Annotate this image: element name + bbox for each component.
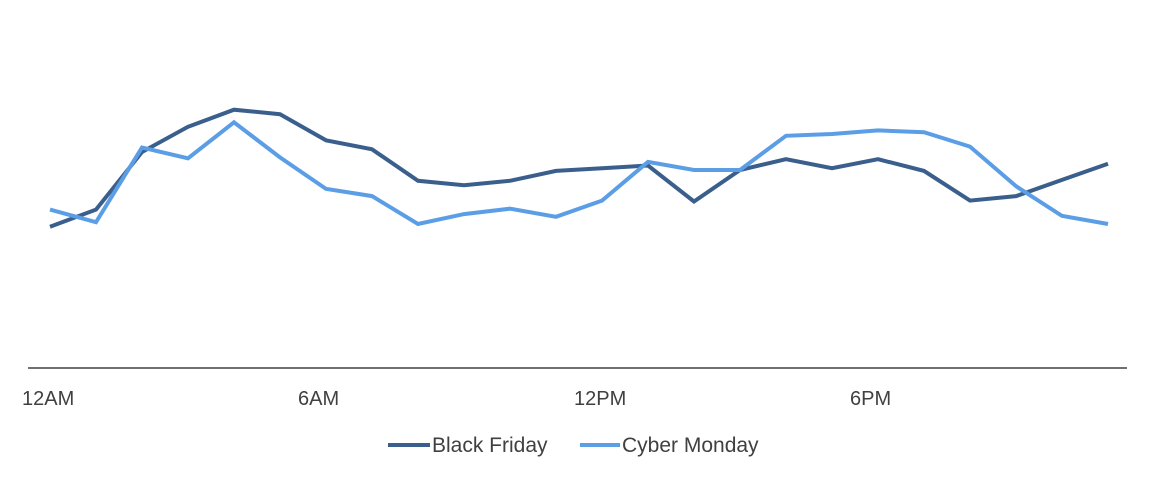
legend: Black Friday Cyber Monday <box>388 434 759 457</box>
x-tick-label: 6PM <box>850 388 891 410</box>
data-point-black-friday <box>830 166 834 170</box>
data-point-cyber-monday <box>232 120 236 124</box>
data-point-black-friday <box>508 179 512 183</box>
data-point-black-friday <box>94 208 98 212</box>
data-point-cyber-monday <box>1106 222 1110 226</box>
data-point-cyber-monday <box>416 222 420 226</box>
data-point-cyber-monday <box>554 215 558 219</box>
legend-item-black-friday: Black Friday <box>388 434 548 457</box>
x-tick-label: 12AM <box>22 388 74 410</box>
data-point-cyber-monday <box>738 168 742 172</box>
data-point-cyber-monday <box>278 155 282 159</box>
data-point-black-friday <box>416 179 420 183</box>
x-tick-label: 12PM <box>574 388 626 410</box>
data-point-cyber-monday <box>1060 214 1064 218</box>
data-point-cyber-monday <box>830 132 834 136</box>
data-point-black-friday <box>692 200 696 204</box>
data-point-black-friday <box>1060 178 1064 182</box>
data-point-cyber-monday <box>922 130 926 134</box>
data-point-black-friday <box>1014 194 1018 198</box>
data-point-cyber-monday <box>600 199 604 203</box>
data-point-cyber-monday <box>370 194 374 198</box>
data-point-cyber-monday <box>94 220 98 224</box>
data-point-black-friday <box>48 225 52 229</box>
data-point-cyber-monday <box>48 208 52 212</box>
legend-item-cyber-monday: Cyber Monday <box>580 434 759 457</box>
data-point-cyber-monday <box>140 146 144 150</box>
data-point-cyber-monday <box>186 156 190 160</box>
data-point-black-friday <box>1106 162 1110 166</box>
data-point-cyber-monday <box>784 134 788 138</box>
x-tick-label: 6AM <box>298 388 339 410</box>
series-layer <box>48 107 1110 229</box>
data-point-black-friday <box>600 166 604 170</box>
data-point-black-friday <box>968 199 972 203</box>
data-point-black-friday <box>278 112 282 116</box>
data-point-cyber-monday <box>462 212 466 216</box>
data-point-cyber-monday <box>876 128 880 132</box>
data-point-black-friday <box>554 169 558 173</box>
data-point-cyber-monday <box>324 187 328 191</box>
data-point-black-friday <box>186 125 190 129</box>
legend-label-cyber-monday: Cyber Monday <box>622 434 759 457</box>
data-point-cyber-monday <box>692 168 696 172</box>
data-point-black-friday <box>462 183 466 187</box>
data-point-black-friday <box>370 147 374 151</box>
data-point-black-friday <box>324 138 328 142</box>
data-point-cyber-monday <box>968 145 972 149</box>
data-point-black-friday <box>876 157 880 161</box>
data-point-cyber-monday <box>1014 184 1018 188</box>
data-point-black-friday <box>784 157 788 161</box>
x-tick-labels: 12AM 6AM 12PM 6PM <box>22 388 891 410</box>
data-point-cyber-monday <box>646 160 650 164</box>
series-line-black-friday <box>49 107 1109 229</box>
series-line-cyber-monday <box>49 119 1109 227</box>
data-point-cyber-monday <box>508 207 512 211</box>
data-point-black-friday <box>232 108 236 112</box>
legend-label-black-friday: Black Friday <box>432 434 548 457</box>
data-point-black-friday <box>922 169 926 173</box>
